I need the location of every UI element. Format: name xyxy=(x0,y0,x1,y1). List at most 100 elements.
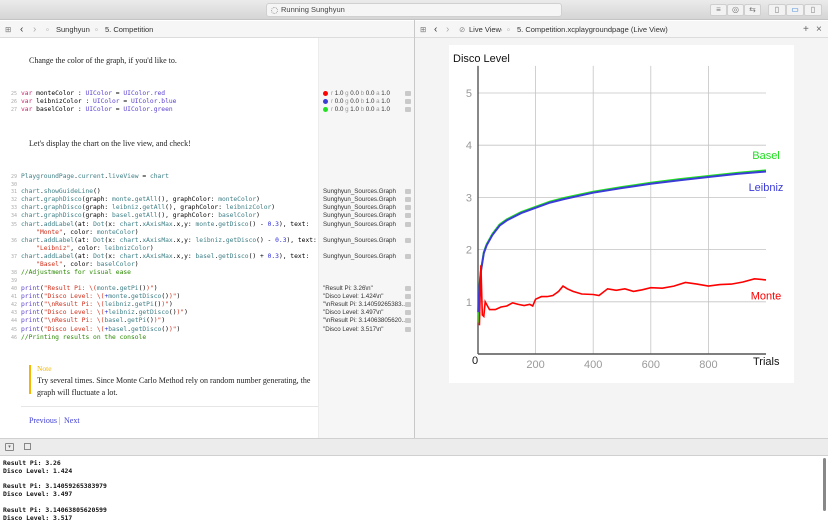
editor-assistant-icon[interactable]: ◎ xyxy=(727,4,744,16)
quick-look-button[interactable] xyxy=(405,189,411,194)
quick-look-button[interactable] xyxy=(405,91,411,96)
code-line[interactable]: print("Disco Level: \(+basel.getDisco())… xyxy=(21,326,180,333)
back-button[interactable]: ‹ xyxy=(434,24,438,35)
hide-debug-area-icon[interactable]: ▾ xyxy=(5,443,14,451)
page-file-icon: ▫ xyxy=(95,25,98,34)
code-line[interactable]: chart.graphDisco(graph: basel.getAll(), … xyxy=(21,212,260,219)
console-scrollbar[interactable] xyxy=(823,458,826,511)
next-link[interactable]: Next xyxy=(64,416,80,425)
code-token: )" xyxy=(153,317,162,324)
code-line[interactable]: "Monte", color: monteColor) xyxy=(21,229,138,236)
code-line[interactable]: var baselColor : UIColor = UIColor.green xyxy=(21,106,173,113)
line-number: 34 xyxy=(10,213,17,219)
code-token: . xyxy=(74,173,78,180)
code-token: baselColor xyxy=(218,212,257,219)
related-items-icon[interactable]: ⊞ xyxy=(420,25,427,34)
line-number: 41 xyxy=(10,294,17,300)
utilities-toggle-icon[interactable]: ▯ xyxy=(804,4,822,16)
code-token: .x,y: xyxy=(172,253,196,260)
previous-link[interactable]: Previous xyxy=(29,416,57,425)
print-result: "\nResult Pi: 3.14059265383... xyxy=(323,301,407,308)
code-line[interactable]: print("Disco Level: \(+monte.getDisco())… xyxy=(21,293,180,300)
line-number: 30 xyxy=(10,182,17,188)
quick-look-button[interactable] xyxy=(405,294,411,299)
quick-look-button[interactable] xyxy=(405,99,411,104)
editor-standard-icon[interactable]: ≡ xyxy=(710,4,727,16)
quick-look-button[interactable] xyxy=(405,286,411,291)
code-line[interactable]: var leibnizColor : UIColor = UIColor.blu… xyxy=(21,98,176,105)
quick-look-button[interactable] xyxy=(405,302,411,307)
breadcrumb-live-view-page[interactable]: 5. Competition.xcplaygroundpage (Live Vi… xyxy=(517,25,668,34)
code-line[interactable]: print("Disco Level: \(+leibniz.getDisco(… xyxy=(21,309,188,316)
code-token: . xyxy=(39,188,44,195)
code-token: "Disco Level: \( xyxy=(43,293,105,300)
pane-divider[interactable] xyxy=(414,20,415,438)
link-separator: | xyxy=(59,416,61,425)
code-token: .x,y: xyxy=(172,237,196,244)
component-label: r xyxy=(331,98,335,105)
code-token: . xyxy=(39,212,44,219)
code-line[interactable]: chart.showGuideLine() xyxy=(21,188,101,195)
quick-look-button[interactable] xyxy=(405,318,411,323)
breadcrumb-competition[interactable]: 5. Competition xyxy=(105,25,154,34)
code-line[interactable]: chart.addLabel(at: Dot(x: chart.xAxisMax… xyxy=(21,253,309,260)
quick-look-button[interactable] xyxy=(405,238,411,243)
code-line[interactable]: chart.graphDisco(graph: leibniz.getAll()… xyxy=(21,204,275,211)
code-line[interactable]: chart.addLabel(at: Dot(x: chart.xAxisMax… xyxy=(21,221,309,228)
print-result: "Result Pi: 3.26\n" xyxy=(323,285,373,292)
code-token: "Leibniz" xyxy=(36,245,71,252)
code-line[interactable]: "Leibniz", color: leibnizColor) xyxy=(21,245,154,252)
quick-look-button[interactable] xyxy=(405,327,411,332)
component-label: g xyxy=(345,98,351,105)
code-token: PlaygroundPage xyxy=(21,173,75,180)
code-token: UIColor.green xyxy=(123,106,173,113)
component-value: 0.0 xyxy=(365,106,377,113)
breadcrumb-live-view[interactable]: Live View xyxy=(469,25,501,34)
y-tick-label: 1 xyxy=(466,297,472,309)
graph-result: Sunghyun_Sources.Graph xyxy=(323,188,396,195)
console-output[interactable]: Result Pi: 3.26 Disco Level: 1.424 Result … xyxy=(0,456,828,522)
code-line[interactable]: print("Result Pi: \(monte.getPi())") xyxy=(21,285,158,292)
clear-console-icon[interactable] xyxy=(24,443,31,450)
y-tick-label: 3 xyxy=(466,192,472,204)
quick-look-button[interactable] xyxy=(405,213,411,218)
x-tick-label: 800 xyxy=(699,359,717,371)
page-file-icon: ▫ xyxy=(507,25,510,34)
code-line[interactable]: chart.graphDisco(graph: monte.getAll(), … xyxy=(21,196,260,203)
debug-area-toggle-icon[interactable]: ▭ xyxy=(786,4,804,16)
quick-look-button[interactable] xyxy=(405,222,411,227)
navigator-toggle-icon[interactable]: ▯ xyxy=(768,4,786,16)
code-token: + xyxy=(104,309,109,316)
code-token: "\nResult Pi: \( xyxy=(43,317,105,324)
print-result: "\nResult Pi: 3.14063805620... xyxy=(323,317,407,324)
code-line[interactable]: var monteColor : UIColor = UIColor.red xyxy=(21,90,165,97)
quick-look-button[interactable] xyxy=(405,254,411,259)
forward-button[interactable]: › xyxy=(33,24,37,35)
add-editor-button[interactable]: + xyxy=(803,24,809,35)
quick-look-button[interactable] xyxy=(405,197,411,202)
close-editor-button[interactable]: × xyxy=(816,24,822,35)
editor-version-icon[interactable]: ⇆ xyxy=(744,4,761,16)
code-token: chart xyxy=(21,221,40,228)
quick-look-button[interactable] xyxy=(405,107,411,112)
forward-button[interactable]: › xyxy=(446,24,450,35)
quick-look-button[interactable] xyxy=(405,205,411,210)
code-line[interactable]: "Basel", color: baselColor) xyxy=(21,261,138,268)
component-value: 1.0 xyxy=(381,90,392,97)
code-line[interactable]: print("\nResult Pi: \(basel.getPi())") xyxy=(21,317,165,324)
code-token: chart xyxy=(21,204,40,211)
code-line[interactable]: PlaygroundPage.current.liveView = chart xyxy=(21,173,169,180)
quick-look-button[interactable] xyxy=(405,310,411,315)
line-number: 43 xyxy=(10,310,17,316)
y-tick-label: 4 xyxy=(466,140,472,152)
code-line[interactable]: chart.addLabel(at: Dot(x: chart.xAxisMax… xyxy=(21,237,317,244)
code-token: xAxisMax xyxy=(142,221,173,228)
back-button[interactable]: ‹ xyxy=(20,24,24,35)
code-line[interactable]: //Printing results on the console xyxy=(21,334,146,341)
related-items-icon[interactable]: ⊞ xyxy=(5,25,12,34)
debug-bar: ▾ xyxy=(0,438,828,456)
code-line[interactable]: //Adjustments for visual ease xyxy=(21,269,131,276)
line-number: 40 xyxy=(10,286,17,292)
code-line[interactable]: print("\nResult Pi: \(leibniz.getPi())") xyxy=(21,301,173,308)
breadcrumb-sunghyun[interactable]: Sunghyun xyxy=(56,25,90,34)
